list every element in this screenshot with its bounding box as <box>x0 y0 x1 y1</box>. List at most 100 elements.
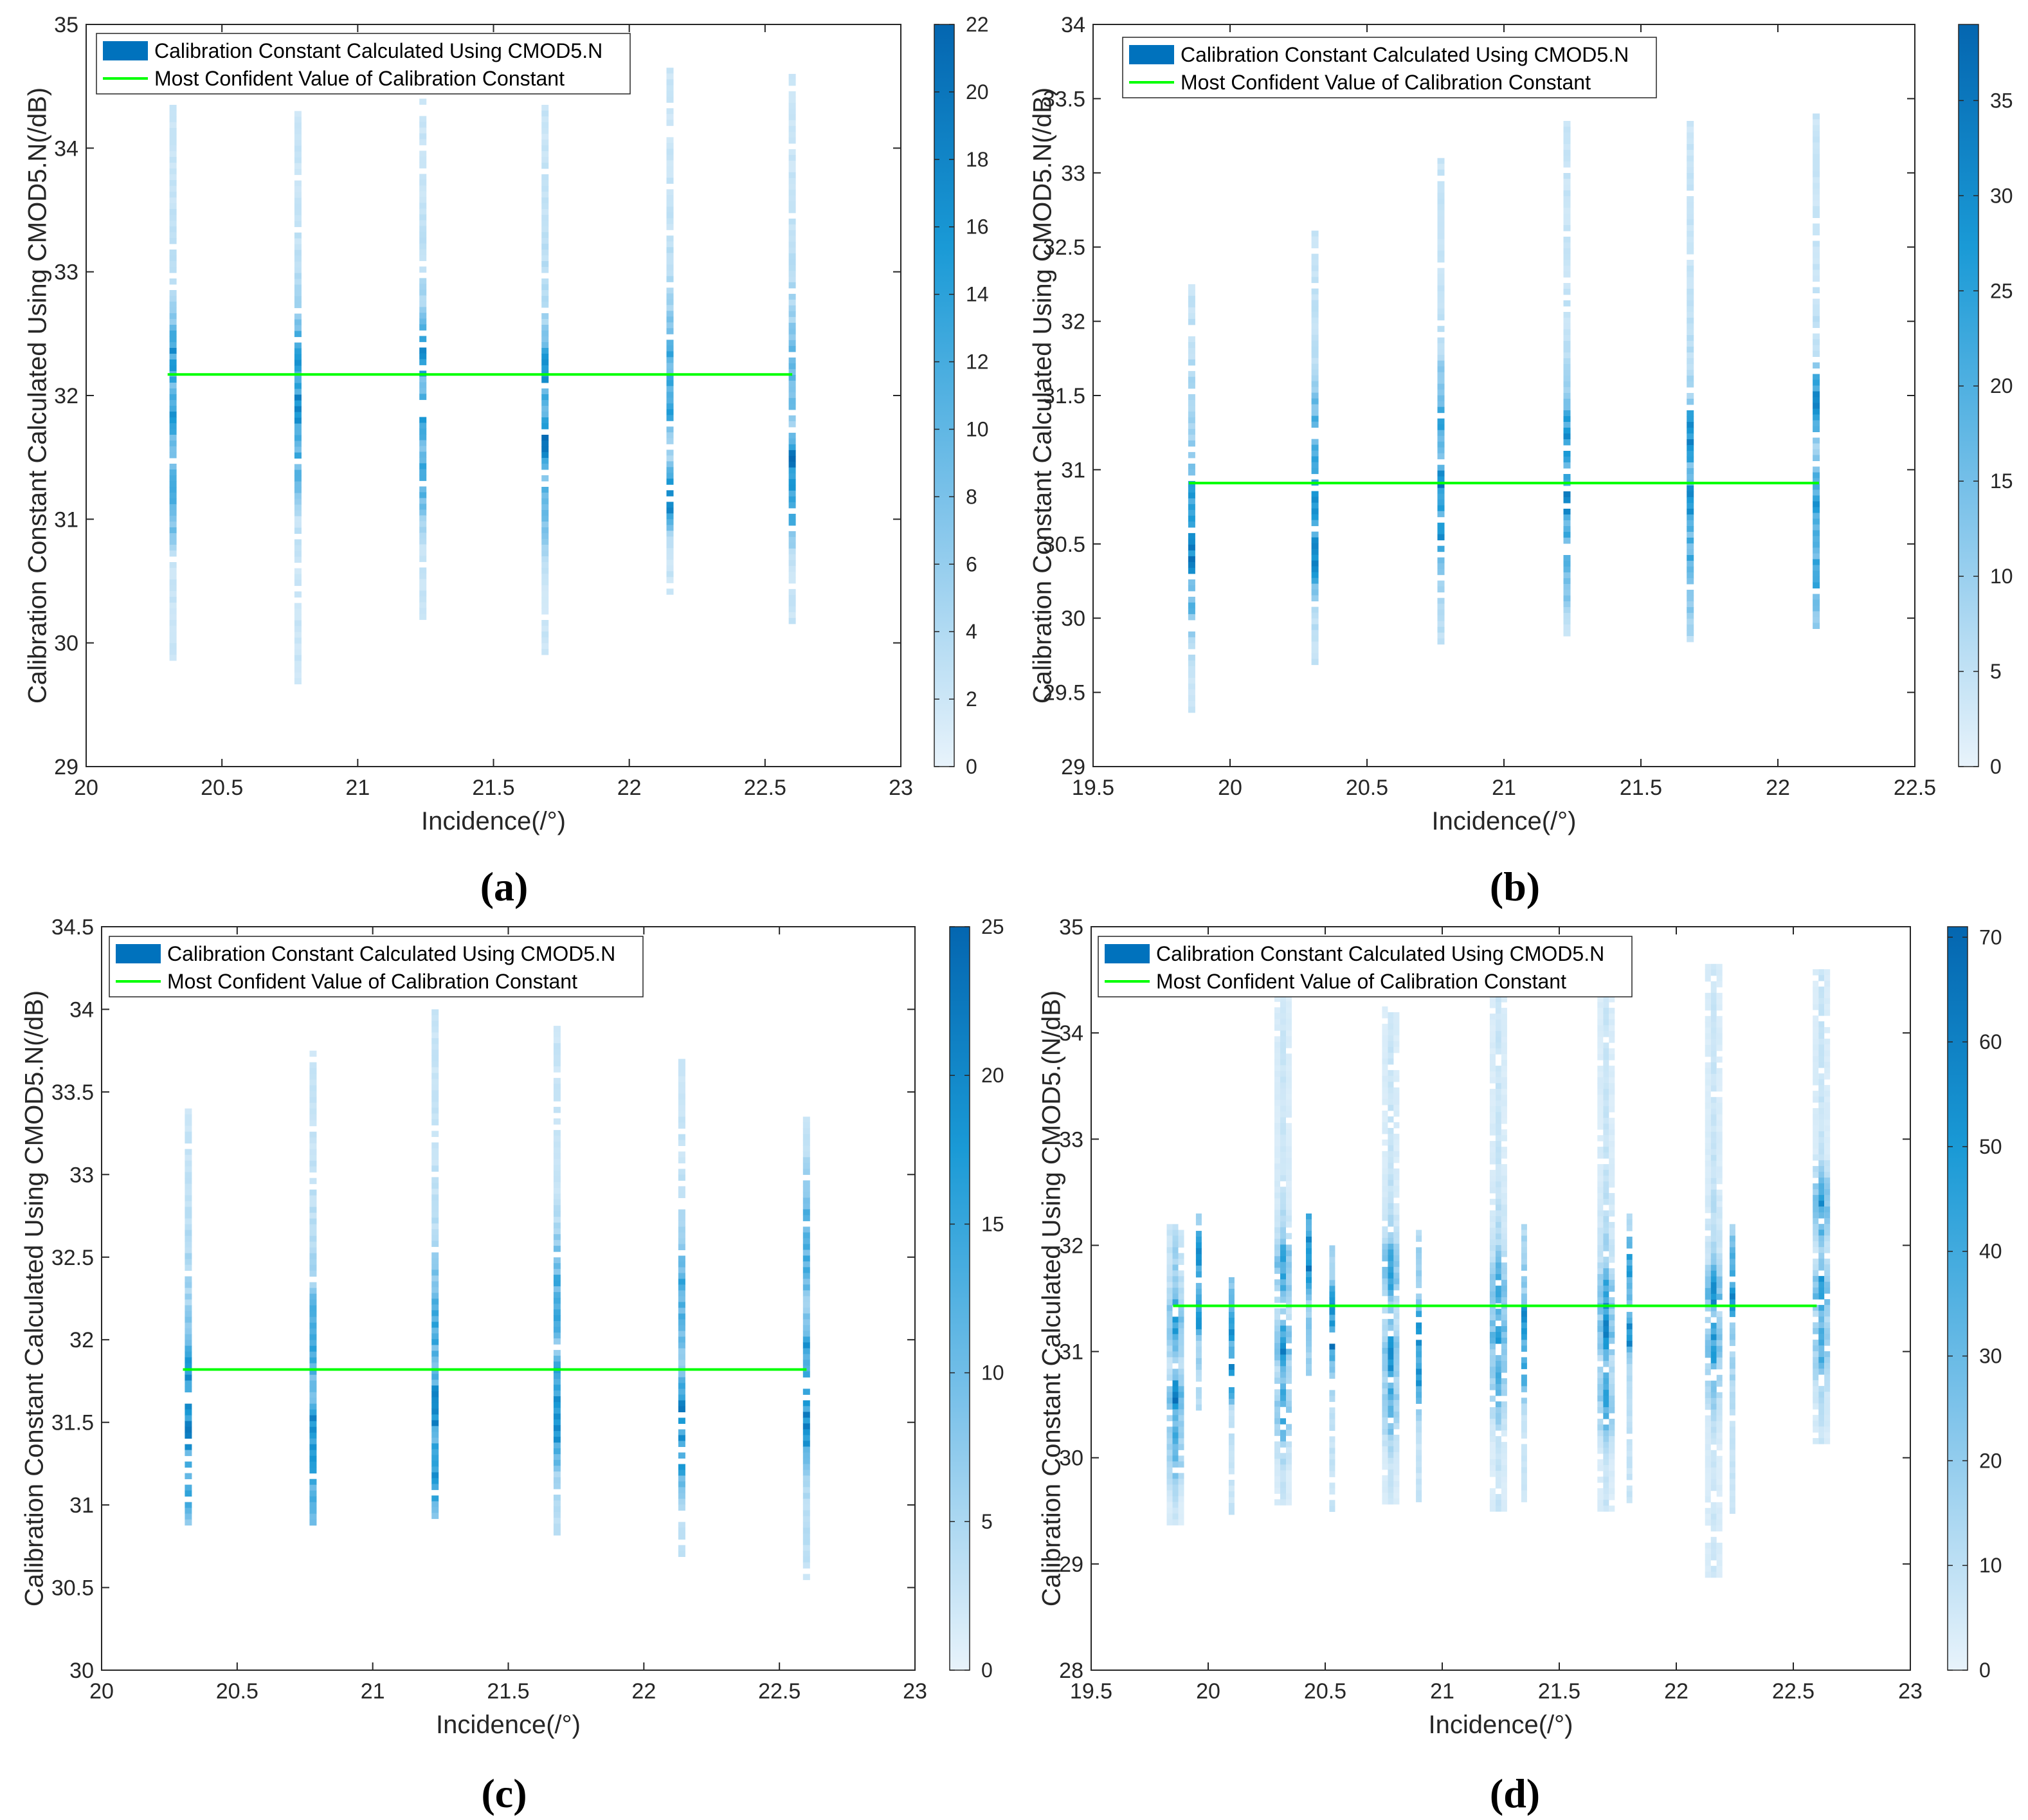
heatmap-cell <box>541 359 549 366</box>
heatmap-cell <box>1489 1506 1496 1512</box>
heatmap-cell <box>419 214 427 221</box>
heatmap-cell <box>1563 138 1571 145</box>
heatmap-cell <box>1274 1048 1280 1054</box>
heatmap-cell <box>185 1386 192 1393</box>
heatmap-cell <box>678 1226 685 1233</box>
heatmap-cell <box>1716 1513 1723 1520</box>
heatmap-cell <box>1687 428 1694 434</box>
heatmap-cell <box>1311 363 1319 370</box>
heatmap-cell <box>788 322 796 329</box>
heatmap-cell <box>1710 1357 1717 1364</box>
heatmap-cell <box>1172 1235 1179 1242</box>
heatmap-cell <box>1311 317 1319 324</box>
heatmap-cell <box>185 1282 192 1289</box>
heatmap-cell <box>1824 1432 1831 1439</box>
heatmap-cell <box>1813 1247 1819 1253</box>
heatmap-cell <box>294 637 302 644</box>
heatmap-cell <box>1329 1291 1335 1298</box>
heatmap-cell <box>309 1386 317 1393</box>
heatmap-cell <box>431 1090 439 1097</box>
heatmap-cell <box>1710 1403 1717 1410</box>
heatmap-cell <box>1311 653 1319 660</box>
heatmap-cell <box>1813 541 1820 548</box>
x-tick-label: 21 <box>361 1679 385 1704</box>
heatmap-cell <box>1687 491 1694 498</box>
heatmap-cell <box>431 1304 439 1311</box>
heatmap-cell <box>1274 1146 1280 1152</box>
heatmap-cell <box>1501 1320 1507 1327</box>
heatmap-cell <box>678 1284 685 1291</box>
heatmap-cell <box>1813 1073 1819 1080</box>
heatmap-cell <box>1280 1476 1286 1482</box>
heatmap-cell <box>169 221 177 227</box>
heatmap-cell <box>1705 1519 1711 1526</box>
heatmap-cell <box>1563 150 1571 156</box>
heatmap-cell <box>431 1055 439 1062</box>
heatmap-cell <box>1228 1295 1235 1301</box>
heatmap-cell <box>1311 404 1319 411</box>
heatmap-cell <box>431 1264 439 1270</box>
heatmap-cell <box>1597 1100 1604 1107</box>
heatmap-cell <box>1609 1419 1615 1425</box>
heatmap-cell <box>1521 1241 1527 1248</box>
heatmap-cell <box>1705 1235 1711 1242</box>
heatmap-cell <box>419 226 427 232</box>
heatmap-cell <box>678 1116 685 1123</box>
heatmap-cell <box>1311 537 1319 544</box>
heatmap-cell <box>185 1374 192 1381</box>
heatmap-cell <box>1597 1390 1604 1396</box>
heatmap-cell <box>1603 1268 1609 1275</box>
heatmap-cell <box>1609 1355 1615 1361</box>
heatmap-cell <box>1393 1295 1400 1302</box>
heatmap-cell <box>1393 1237 1400 1244</box>
heatmap-cell <box>294 221 302 228</box>
heatmap-cell <box>1501 1066 1507 1072</box>
heatmap-cell <box>185 1212 192 1219</box>
heatmap-cell <box>1501 1274 1507 1280</box>
heatmap-cell <box>1813 322 1820 328</box>
heatmap-cell <box>1818 1259 1825 1265</box>
heatmap-cell <box>1603 1199 1609 1205</box>
y-tick-label: 34.5 <box>51 915 94 940</box>
heatmap-cell <box>1824 1351 1831 1358</box>
heatmap-cell <box>1393 1087 1400 1094</box>
heatmap-cell <box>1813 992 1819 999</box>
heatmap-cell <box>294 539 302 546</box>
heatmap-cell <box>309 1490 317 1497</box>
heatmap-cell <box>1286 1244 1292 1251</box>
heatmap-cell <box>1687 341 1694 347</box>
heatmap-cell <box>541 342 549 349</box>
heatmap-cell <box>1274 1111 1280 1118</box>
heatmap-cell <box>1311 595 1319 602</box>
heatmap-cell <box>419 394 427 400</box>
heatmap-cell <box>169 278 177 285</box>
heatmap-cell <box>553 1165 561 1171</box>
heatmap-cell <box>1521 1235 1527 1242</box>
heatmap-cell <box>1818 1143 1825 1149</box>
heatmap-cell <box>431 1420 439 1426</box>
heatmap-cell <box>419 197 427 203</box>
heatmap-cell <box>1172 1276 1179 1282</box>
heatmap-cell <box>1188 434 1195 441</box>
heatmap-cell <box>1311 259 1319 266</box>
heatmap-cell <box>1818 1044 1825 1051</box>
heatmap-cell <box>1710 1114 1717 1121</box>
heatmap-cell <box>1813 183 1820 189</box>
heatmap-cell <box>1172 1253 1179 1259</box>
heatmap-cell <box>1188 295 1195 302</box>
heatmap-cell <box>1286 1337 1292 1343</box>
heatmap-cell <box>1306 1213 1312 1220</box>
heatmap-cell <box>1501 1106 1507 1113</box>
heatmap-cell <box>294 579 302 587</box>
heatmap-cell <box>1716 1178 1723 1185</box>
heatmap-cell <box>1603 1112 1609 1118</box>
heatmap-cell <box>541 464 549 470</box>
heatmap-cell <box>419 446 427 452</box>
heatmap-cell <box>1382 1098 1388 1106</box>
heatmap-cell <box>1824 1311 1831 1317</box>
heatmap-cell <box>185 1502 192 1509</box>
heatmap-cell <box>1705 1224 1711 1231</box>
heatmap-cell <box>1178 1282 1184 1288</box>
heatmap-cell <box>541 197 549 204</box>
